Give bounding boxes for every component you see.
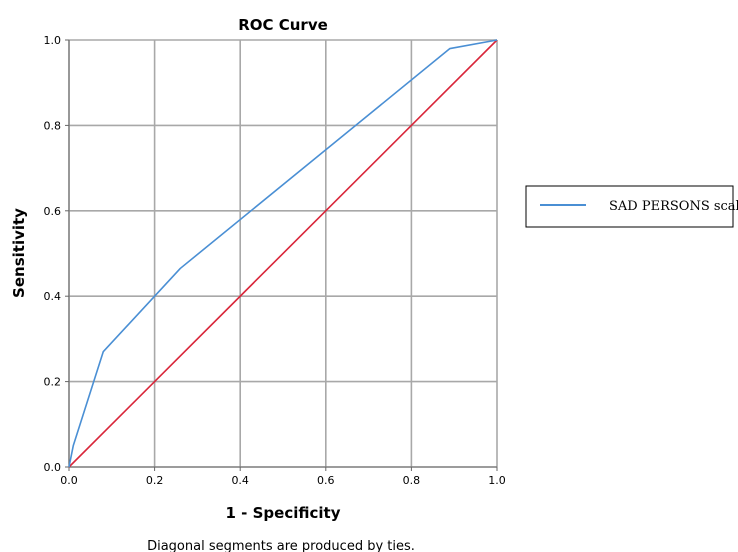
roc-curve-sad-persons <box>68 39 498 468</box>
reference-diagonal <box>68 39 498 468</box>
footnote: Diagonal segments are produced by ties. <box>147 539 415 552</box>
grid <box>68 39 498 468</box>
x-tick-label: 0.4 <box>231 474 249 487</box>
y-axis-ticks: 0.0 0.2 0.4 0.6 0.8 1.0 <box>44 34 69 474</box>
y-tick-label: 0.6 <box>44 205 62 218</box>
plot-frame <box>68 40 497 468</box>
x-axis-ticks: 0.0 0.2 0.4 0.6 0.8 1.0 <box>60 467 506 487</box>
legend-box <box>525 185 734 228</box>
y-tick-label: 1.0 <box>44 34 62 47</box>
x-tick-label: 0.6 <box>317 474 335 487</box>
series-layer <box>68 39 498 468</box>
legend: SAD PERSONS scale <box>525 185 738 228</box>
x-tick-label: 0.8 <box>403 474 421 487</box>
chart-title: ROC Curve <box>238 16 328 34</box>
y-axis-title: Sensitivity <box>10 208 28 298</box>
x-tick-label: 0.2 <box>146 474 164 487</box>
x-tick-label: 1.0 <box>488 474 506 487</box>
y-tick-label: 0.0 <box>44 461 62 474</box>
y-tick-label: 0.4 <box>44 290 62 303</box>
x-axis-title: 1 - Specificity <box>226 504 341 522</box>
x-tick-label: 0.0 <box>60 474 78 487</box>
legend-label-sad-persons: SAD PERSONS scale <box>609 199 738 214</box>
y-tick-label: 0.2 <box>44 376 62 389</box>
y-tick-label: 0.8 <box>44 119 62 132</box>
